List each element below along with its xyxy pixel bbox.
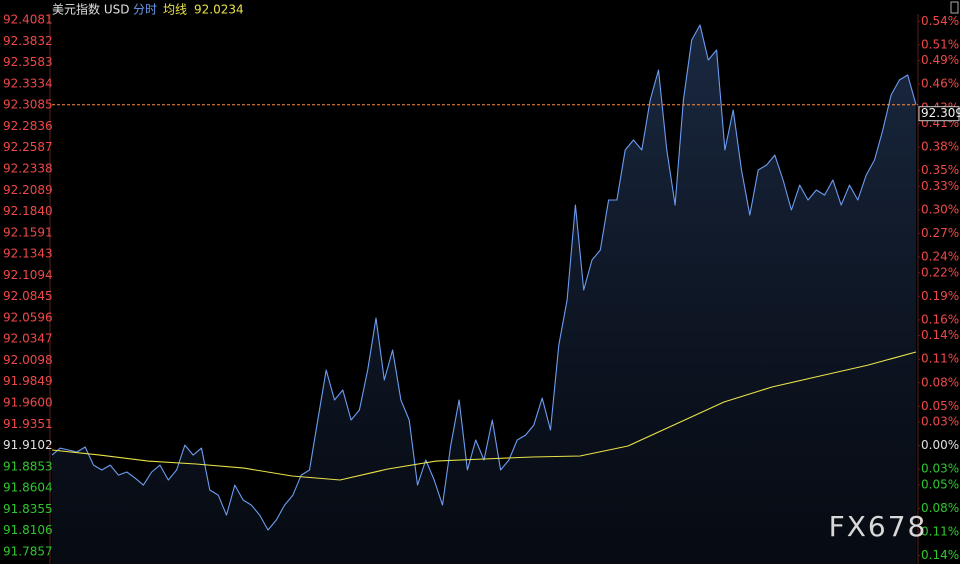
- y2-tick-label: 0.35%: [921, 163, 959, 177]
- last-price-box: [918, 106, 960, 122]
- y2-tick-label: 0.38%: [921, 140, 959, 154]
- y2-tick-label: 0.14%: [921, 548, 959, 562]
- y2-tick-label: 0.16%: [921, 312, 959, 326]
- y-tick-label: 92.3334: [3, 76, 53, 90]
- price-area: [52, 25, 916, 564]
- y-tick-label: 92.2587: [3, 140, 53, 154]
- y2-tick-label: 0.03%: [921, 415, 959, 429]
- y-tick-label: 91.8106: [3, 523, 53, 537]
- y-tick-label: 92.3832: [3, 34, 53, 48]
- y-tick-label: 91.8853: [3, 459, 53, 473]
- corner-icon[interactable]: [950, 1, 959, 14]
- y2-tick-label: 0.11%: [921, 352, 959, 366]
- y2-tick-label: 0.08%: [921, 501, 959, 515]
- y-tick-label: 92.0596: [3, 310, 53, 324]
- y2-tick-label: 0.49%: [921, 53, 959, 67]
- y-tick-label: 92.2836: [3, 119, 53, 133]
- y2-tick-label: 0.30%: [921, 202, 959, 216]
- y-tick-label: 92.4081: [3, 13, 53, 27]
- y-tick-label: 92.3583: [3, 55, 53, 69]
- y2-tick-label: 0.33%: [921, 179, 959, 193]
- y-tick-label: 91.8604: [3, 481, 53, 495]
- y-tick-label: 91.9849: [3, 374, 53, 388]
- y-tick-label: 92.2089: [3, 183, 53, 197]
- average-line: [51, 351, 917, 481]
- legend-entry: 分时: [133, 3, 157, 17]
- y2-tick-label: 0.05%: [921, 477, 959, 491]
- y2-tick-label: 0.14%: [921, 328, 959, 342]
- y2-tick-label: 0.54%: [921, 14, 959, 28]
- y-tick-label: 92.0347: [3, 332, 53, 346]
- y-tick-label: 92.1343: [3, 247, 53, 261]
- chart-title: 美元指数 USD: [52, 2, 129, 17]
- y2-tick-label: 0.27%: [921, 226, 959, 240]
- y2-tick-label: 0.08%: [921, 375, 959, 389]
- legend-entry: 均线: [163, 3, 187, 17]
- y-tick-label: 91.8355: [3, 502, 53, 516]
- y-tick-label: 91.9102: [3, 438, 53, 452]
- y-tick-label: 92.1840: [3, 204, 53, 218]
- y2-tick-label: 0.05%: [921, 399, 959, 413]
- y2-tick-label: 0.03%: [921, 462, 959, 476]
- y-tick-label: 91.9600: [3, 396, 53, 410]
- y-tick-label: 92.0845: [3, 289, 53, 303]
- y2-tick-label: 0.46%: [921, 77, 959, 91]
- y2-tick-label: 0.11%: [921, 525, 959, 539]
- y2-tick-label: 0.51%: [921, 37, 959, 51]
- average-value: 92.0234: [194, 3, 244, 17]
- watermark: FX678: [829, 510, 928, 543]
- y-tick-label: 92.1591: [3, 225, 53, 239]
- y-tick-label: 92.2338: [3, 161, 53, 175]
- y2-tick-label: 0.24%: [921, 250, 959, 264]
- y-tick-label: 91.7857: [3, 545, 53, 559]
- price-line: [51, 24, 917, 531]
- y2-tick-label: 0.19%: [921, 289, 959, 303]
- y-tick-label: 92.0098: [3, 353, 53, 367]
- y2-tick-label: 0.22%: [921, 265, 959, 279]
- y-tick-label: 92.3085: [3, 98, 53, 112]
- y2-tick-label: 0.00%: [921, 438, 959, 452]
- last-price-label: 92.309: [921, 106, 960, 120]
- y-tick-label: 91.9351: [3, 417, 53, 431]
- y-tick-label: 92.1094: [3, 268, 53, 282]
